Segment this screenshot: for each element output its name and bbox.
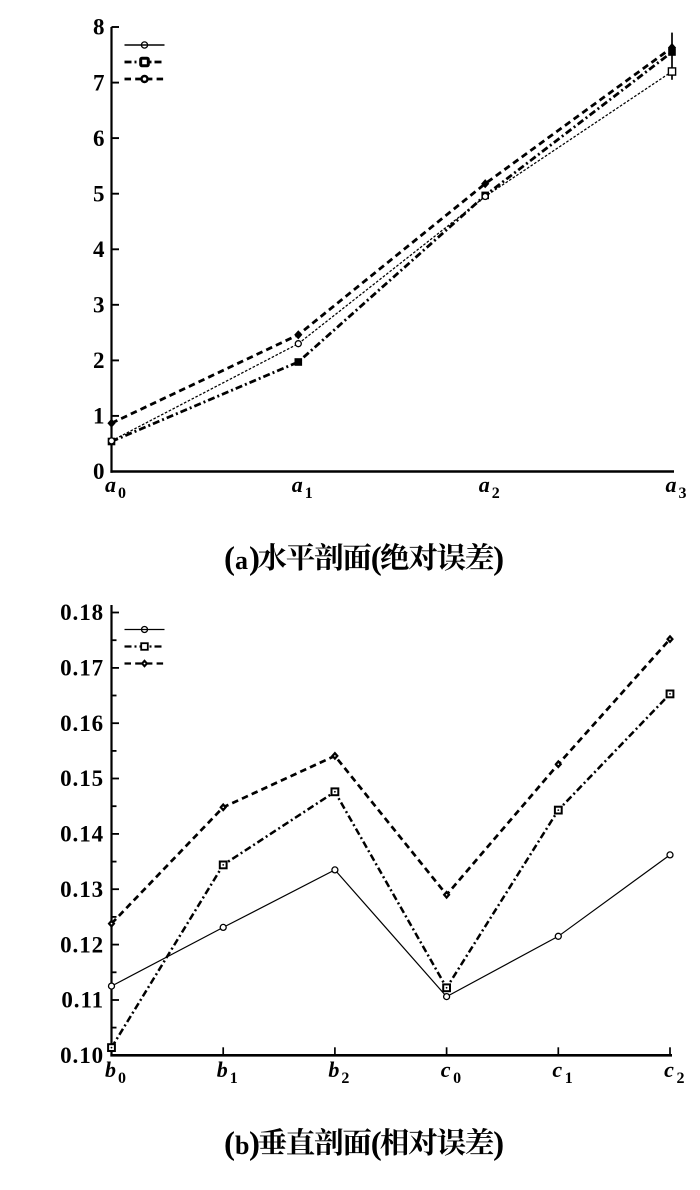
- svg-text:b: b: [328, 1057, 339, 1082]
- svg-text:0.18: 0.18: [60, 600, 104, 625]
- svg-text:b: b: [217, 1057, 228, 1082]
- svg-text:7: 7: [93, 70, 105, 95]
- svg-text:(: (: [371, 1126, 382, 1162]
- svg-text:0.11: 0.11: [61, 988, 104, 1013]
- svg-text:0.12: 0.12: [60, 932, 104, 957]
- svg-text:0.10: 0.10: [60, 1043, 104, 1068]
- svg-text:0.13: 0.13: [60, 877, 104, 902]
- svg-text:(: (: [371, 541, 382, 577]
- svg-text:2: 2: [341, 1070, 349, 1087]
- svg-text:c: c: [664, 1057, 674, 1082]
- svg-text:b: b: [105, 1057, 116, 1082]
- svg-text:4: 4: [93, 237, 105, 262]
- svg-text:0.16: 0.16: [60, 711, 104, 736]
- svg-text:c: c: [441, 1057, 451, 1082]
- svg-text:1: 1: [93, 404, 105, 429]
- svg-text:1: 1: [230, 1070, 238, 1087]
- svg-text:1: 1: [565, 1070, 573, 1087]
- svg-text:2: 2: [93, 348, 105, 373]
- svg-text:b: b: [235, 1131, 249, 1160]
- svg-text:): ): [493, 541, 504, 577]
- svg-text:0: 0: [118, 1070, 126, 1087]
- svg-text:0.15: 0.15: [60, 766, 104, 791]
- svg-text:0: 0: [93, 459, 105, 484]
- svg-text:2: 2: [677, 1070, 685, 1087]
- svg-text:0: 0: [118, 485, 126, 502]
- svg-text:0.14: 0.14: [60, 822, 104, 847]
- svg-text:3: 3: [679, 485, 687, 502]
- svg-text:(: (: [224, 1126, 235, 1162]
- svg-text:6: 6: [93, 126, 105, 151]
- svg-text:a: a: [292, 472, 303, 497]
- svg-text:): ): [493, 1126, 504, 1162]
- svg-text:): ): [249, 541, 260, 577]
- svg-text:3: 3: [93, 293, 105, 318]
- svg-text:5: 5: [93, 181, 105, 206]
- svg-text:0.17: 0.17: [60, 656, 104, 681]
- svg-text:a: a: [666, 472, 677, 497]
- svg-text:a: a: [479, 472, 490, 497]
- svg-text:1: 1: [305, 485, 313, 502]
- svg-text:): ): [249, 1126, 260, 1162]
- svg-text:a: a: [105, 472, 116, 497]
- svg-text:0: 0: [453, 1070, 461, 1087]
- svg-text:2: 2: [492, 485, 500, 502]
- svg-text:a: a: [235, 546, 248, 575]
- svg-text:c: c: [552, 1057, 562, 1082]
- svg-text:(: (: [224, 541, 235, 577]
- svg-text:8: 8: [93, 15, 105, 40]
